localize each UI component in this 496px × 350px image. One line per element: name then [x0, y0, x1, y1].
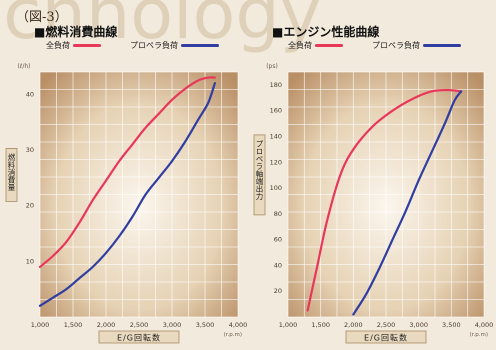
fuel-x-label-box [98, 330, 180, 344]
fuel-y-tick-label: 20 [26, 202, 34, 210]
fuel-x-label: E/G回転数 [117, 333, 161, 343]
engine-y-unit: (ps) [266, 63, 278, 70]
fuel-x-tick-label: 3,000 [163, 321, 182, 329]
engine-performance-chart: (ps) 20 40 60 80 100 120 140 160 180 1,000 1,500 2,0… [253, 63, 494, 344]
engine-x-unit: (r.p.m) [470, 332, 488, 338]
legend-propeller-swatch [423, 44, 461, 47]
fuel-y-label-box [5, 148, 18, 202]
fuel-x-tick-label: 4,000 [229, 321, 248, 329]
figure-label: （図-3） [16, 10, 68, 25]
engine-propeller-load-line [352, 90, 463, 316]
legend-full-load-swatch [73, 44, 101, 47]
fuel-x-tick-label: 2,000 [97, 321, 116, 329]
fuel-full-load-line [38, 76, 216, 268]
fuel-consumption-chart: (ℓ/h) 10 20 30 40 1,000 1,500 2,000 2,500 3,000 3,… [5, 63, 248, 344]
legend-propeller-swatch [181, 44, 219, 47]
fuel-x-tick-label: 1,500 [64, 321, 83, 329]
engine-x-tick-label: 3,500 [442, 321, 461, 329]
fuel-chart-title: ■燃料消費曲線 [34, 25, 118, 39]
svg-text:echnology: echnology [0, 0, 321, 55]
engine-x-tick-label: 1,000 [279, 321, 298, 329]
engine-y-label-box [253, 134, 266, 216]
engine-y-tick-label: 160 [270, 107, 282, 115]
engine-x-tick-label: 2,500 [377, 321, 396, 329]
engine-y-tick-label: 140 [270, 132, 282, 140]
legend-propeller-label: プロペラ負荷 [130, 41, 178, 50]
engine-y-label: プロペラ軸端出力 [255, 140, 264, 202]
engine-x-tick-label: 3,000 [409, 321, 428, 329]
engine-y-tick-label: 60 [274, 236, 282, 244]
fuel-chart-legend: 全負荷 プロペラ負荷 [46, 40, 219, 51]
fuel-y-tick-label: 10 [26, 257, 34, 265]
fuel-x-tick-label: 3,500 [196, 321, 215, 329]
engine-x-tick-label: 2,000 [344, 321, 363, 329]
legend-propeller-label: プロペラ負荷 [372, 41, 420, 50]
engine-y-tick-label: 40 [274, 261, 282, 269]
fuel-x-tick-label: 2,500 [130, 321, 149, 329]
fuel-x-tick-label: 1,000 [31, 321, 50, 329]
engine-x-tick-label: 1,500 [311, 321, 330, 329]
fuel-x-unit: (r.p.m) [224, 332, 242, 338]
fuel-y-unit: (ℓ/h) [18, 63, 31, 70]
engine-y-tick-label: 80 [274, 210, 282, 218]
engine-y-tick-label: 180 [270, 81, 282, 89]
engine-x-label-box [345, 330, 427, 344]
engine-y-tick-label: 120 [270, 158, 282, 166]
engine-y-tick-label: 100 [270, 184, 282, 192]
engine-chart-title: ■エンジン性能曲線 [272, 25, 380, 39]
fuel-y-label: 燃料消費量 [7, 152, 16, 191]
fuel-y-tick-label: 30 [26, 146, 34, 154]
fuel-y-tick-label: 40 [26, 90, 34, 98]
engine-chart-legend: 全負荷 プロペラ負荷 [288, 40, 461, 51]
engine-y-tick-label: 20 [274, 287, 282, 295]
engine-full-load-line [306, 88, 463, 312]
engine-x-label: E/G回転数 [364, 333, 408, 343]
fuel-propeller-load-line [38, 82, 216, 307]
engine-x-tick-label: 4,000 [475, 321, 494, 329]
legend-full-load-swatch [315, 44, 343, 47]
legend-full-load-label: 全負荷 [288, 41, 312, 50]
legend-full-load-label: 全負荷 [46, 41, 70, 50]
